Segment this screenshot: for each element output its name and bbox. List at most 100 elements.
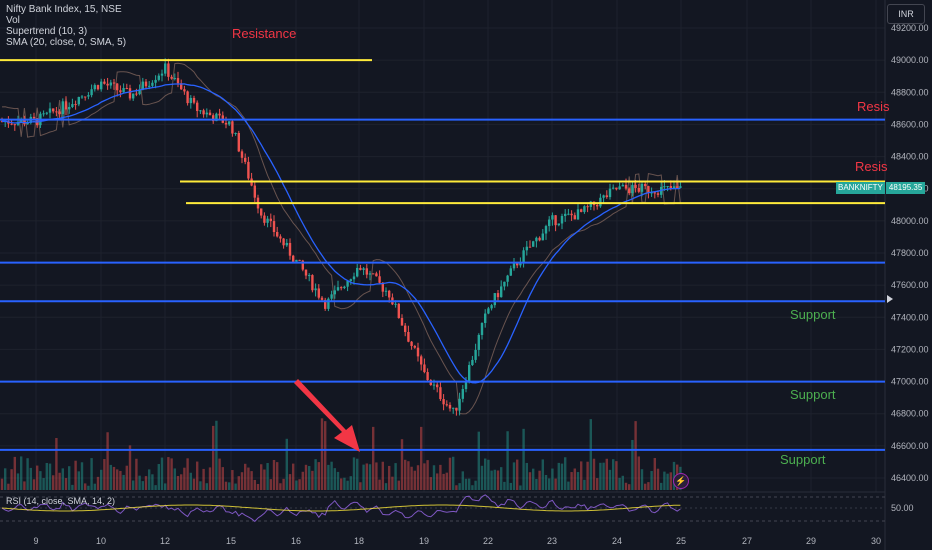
candle-up	[484, 313, 487, 324]
candle-up	[432, 384, 436, 386]
volume-bar	[218, 458, 221, 490]
candle-down	[244, 157, 247, 162]
volume-bar	[240, 472, 244, 490]
candle-down	[288, 242, 292, 256]
volume-bar	[39, 471, 42, 490]
candle-up	[234, 132, 237, 134]
candle-down	[180, 83, 183, 90]
candle-up	[122, 88, 125, 93]
volume-bar	[416, 465, 420, 490]
candle-down	[407, 331, 410, 342]
volume-bar	[516, 459, 519, 490]
candle-up	[71, 104, 74, 107]
candle-down	[237, 132, 240, 152]
candle-down	[634, 184, 637, 188]
volume-bar	[160, 457, 164, 490]
candle-up	[151, 82, 154, 86]
volume-bar	[400, 439, 404, 490]
volume-bar	[244, 463, 247, 490]
candle-down	[135, 93, 138, 95]
chart-legend: Nifty Bank Index, 15, NSE Vol Supertrend…	[6, 4, 126, 48]
candle-up	[557, 223, 560, 226]
candle-down	[176, 78, 180, 84]
volume-bar	[112, 466, 116, 490]
volume-bar	[308, 466, 311, 490]
candle-up	[618, 186, 621, 190]
volume-bar	[583, 479, 586, 490]
candle-up	[80, 96, 84, 98]
candle-up	[189, 97, 192, 104]
time-tick-label: 19	[419, 536, 429, 546]
candle-down	[439, 387, 442, 400]
volume-bar	[4, 468, 7, 490]
time-tick-label: 12	[160, 536, 170, 546]
price-badge-value: 48195.35	[885, 182, 926, 194]
candle-down	[218, 113, 221, 116]
candle-down	[445, 404, 448, 406]
volume-bar	[90, 458, 93, 490]
candle-up	[631, 184, 634, 194]
candle-up	[458, 398, 461, 411]
candle-up	[199, 110, 202, 112]
candle-up	[154, 79, 157, 83]
last-price-badge: BANKNIFTY 48195.35	[836, 182, 926, 194]
time-tick-label: 25	[676, 536, 686, 546]
volume-bar	[68, 466, 71, 490]
candle-up	[349, 279, 352, 281]
candle-down	[605, 195, 608, 198]
volume-bar	[20, 456, 23, 490]
volume-bar	[477, 431, 480, 490]
candle-up	[468, 365, 471, 382]
volume-bar	[256, 483, 260, 490]
volume-bar	[554, 478, 557, 490]
volume-bar	[384, 483, 388, 490]
rsi-legend: RSI (14, close, SMA, 14, 2)	[6, 496, 116, 506]
volume-bar	[272, 459, 276, 490]
volume-bar	[58, 472, 61, 490]
volume-bar	[426, 460, 429, 490]
volume-bar	[669, 472, 672, 490]
volume-bar	[535, 478, 538, 490]
volume-bar	[61, 468, 64, 490]
volume-bar	[26, 458, 29, 490]
volume-bar	[263, 469, 266, 490]
price-tick-label: 48000.00	[891, 216, 929, 226]
price-badge-symbol: BANKNIFTY	[836, 182, 885, 194]
volume-bar	[96, 476, 100, 490]
candle-up	[583, 206, 586, 212]
volume-bar	[0, 478, 4, 490]
volume-bar	[224, 481, 228, 490]
candle-up	[487, 308, 490, 314]
time-tick-label: 9	[33, 536, 38, 546]
candle-down	[240, 151, 244, 158]
volume-bar	[55, 437, 58, 490]
currency-button[interactable]: INR	[887, 4, 925, 24]
candle-down	[52, 108, 55, 112]
volume-bar	[487, 459, 490, 490]
candle-up	[490, 305, 493, 309]
volume-bar	[573, 468, 576, 490]
candle-down	[183, 89, 186, 92]
candle-down	[442, 399, 445, 405]
lightning-icon[interactable]: ⚡	[673, 473, 689, 489]
candle-down	[647, 186, 650, 193]
volume-bar	[500, 467, 503, 490]
candle-up	[471, 359, 474, 366]
volume-bar	[327, 464, 330, 490]
volume-bar	[544, 474, 548, 490]
price-tick-label: 47400.00	[891, 312, 929, 322]
volume-bar	[663, 471, 666, 490]
volume-bar	[407, 461, 410, 490]
volume-bar	[301, 471, 304, 490]
volume-bar	[605, 458, 608, 490]
volume-bar	[148, 469, 151, 490]
candle-down	[301, 260, 304, 270]
candle-up	[48, 108, 52, 113]
candle-down	[320, 297, 324, 300]
candle-up	[42, 113, 45, 115]
candle-down	[340, 287, 343, 289]
volume-bars	[0, 418, 682, 490]
candle-up	[599, 197, 602, 207]
volume-bar	[167, 457, 170, 490]
